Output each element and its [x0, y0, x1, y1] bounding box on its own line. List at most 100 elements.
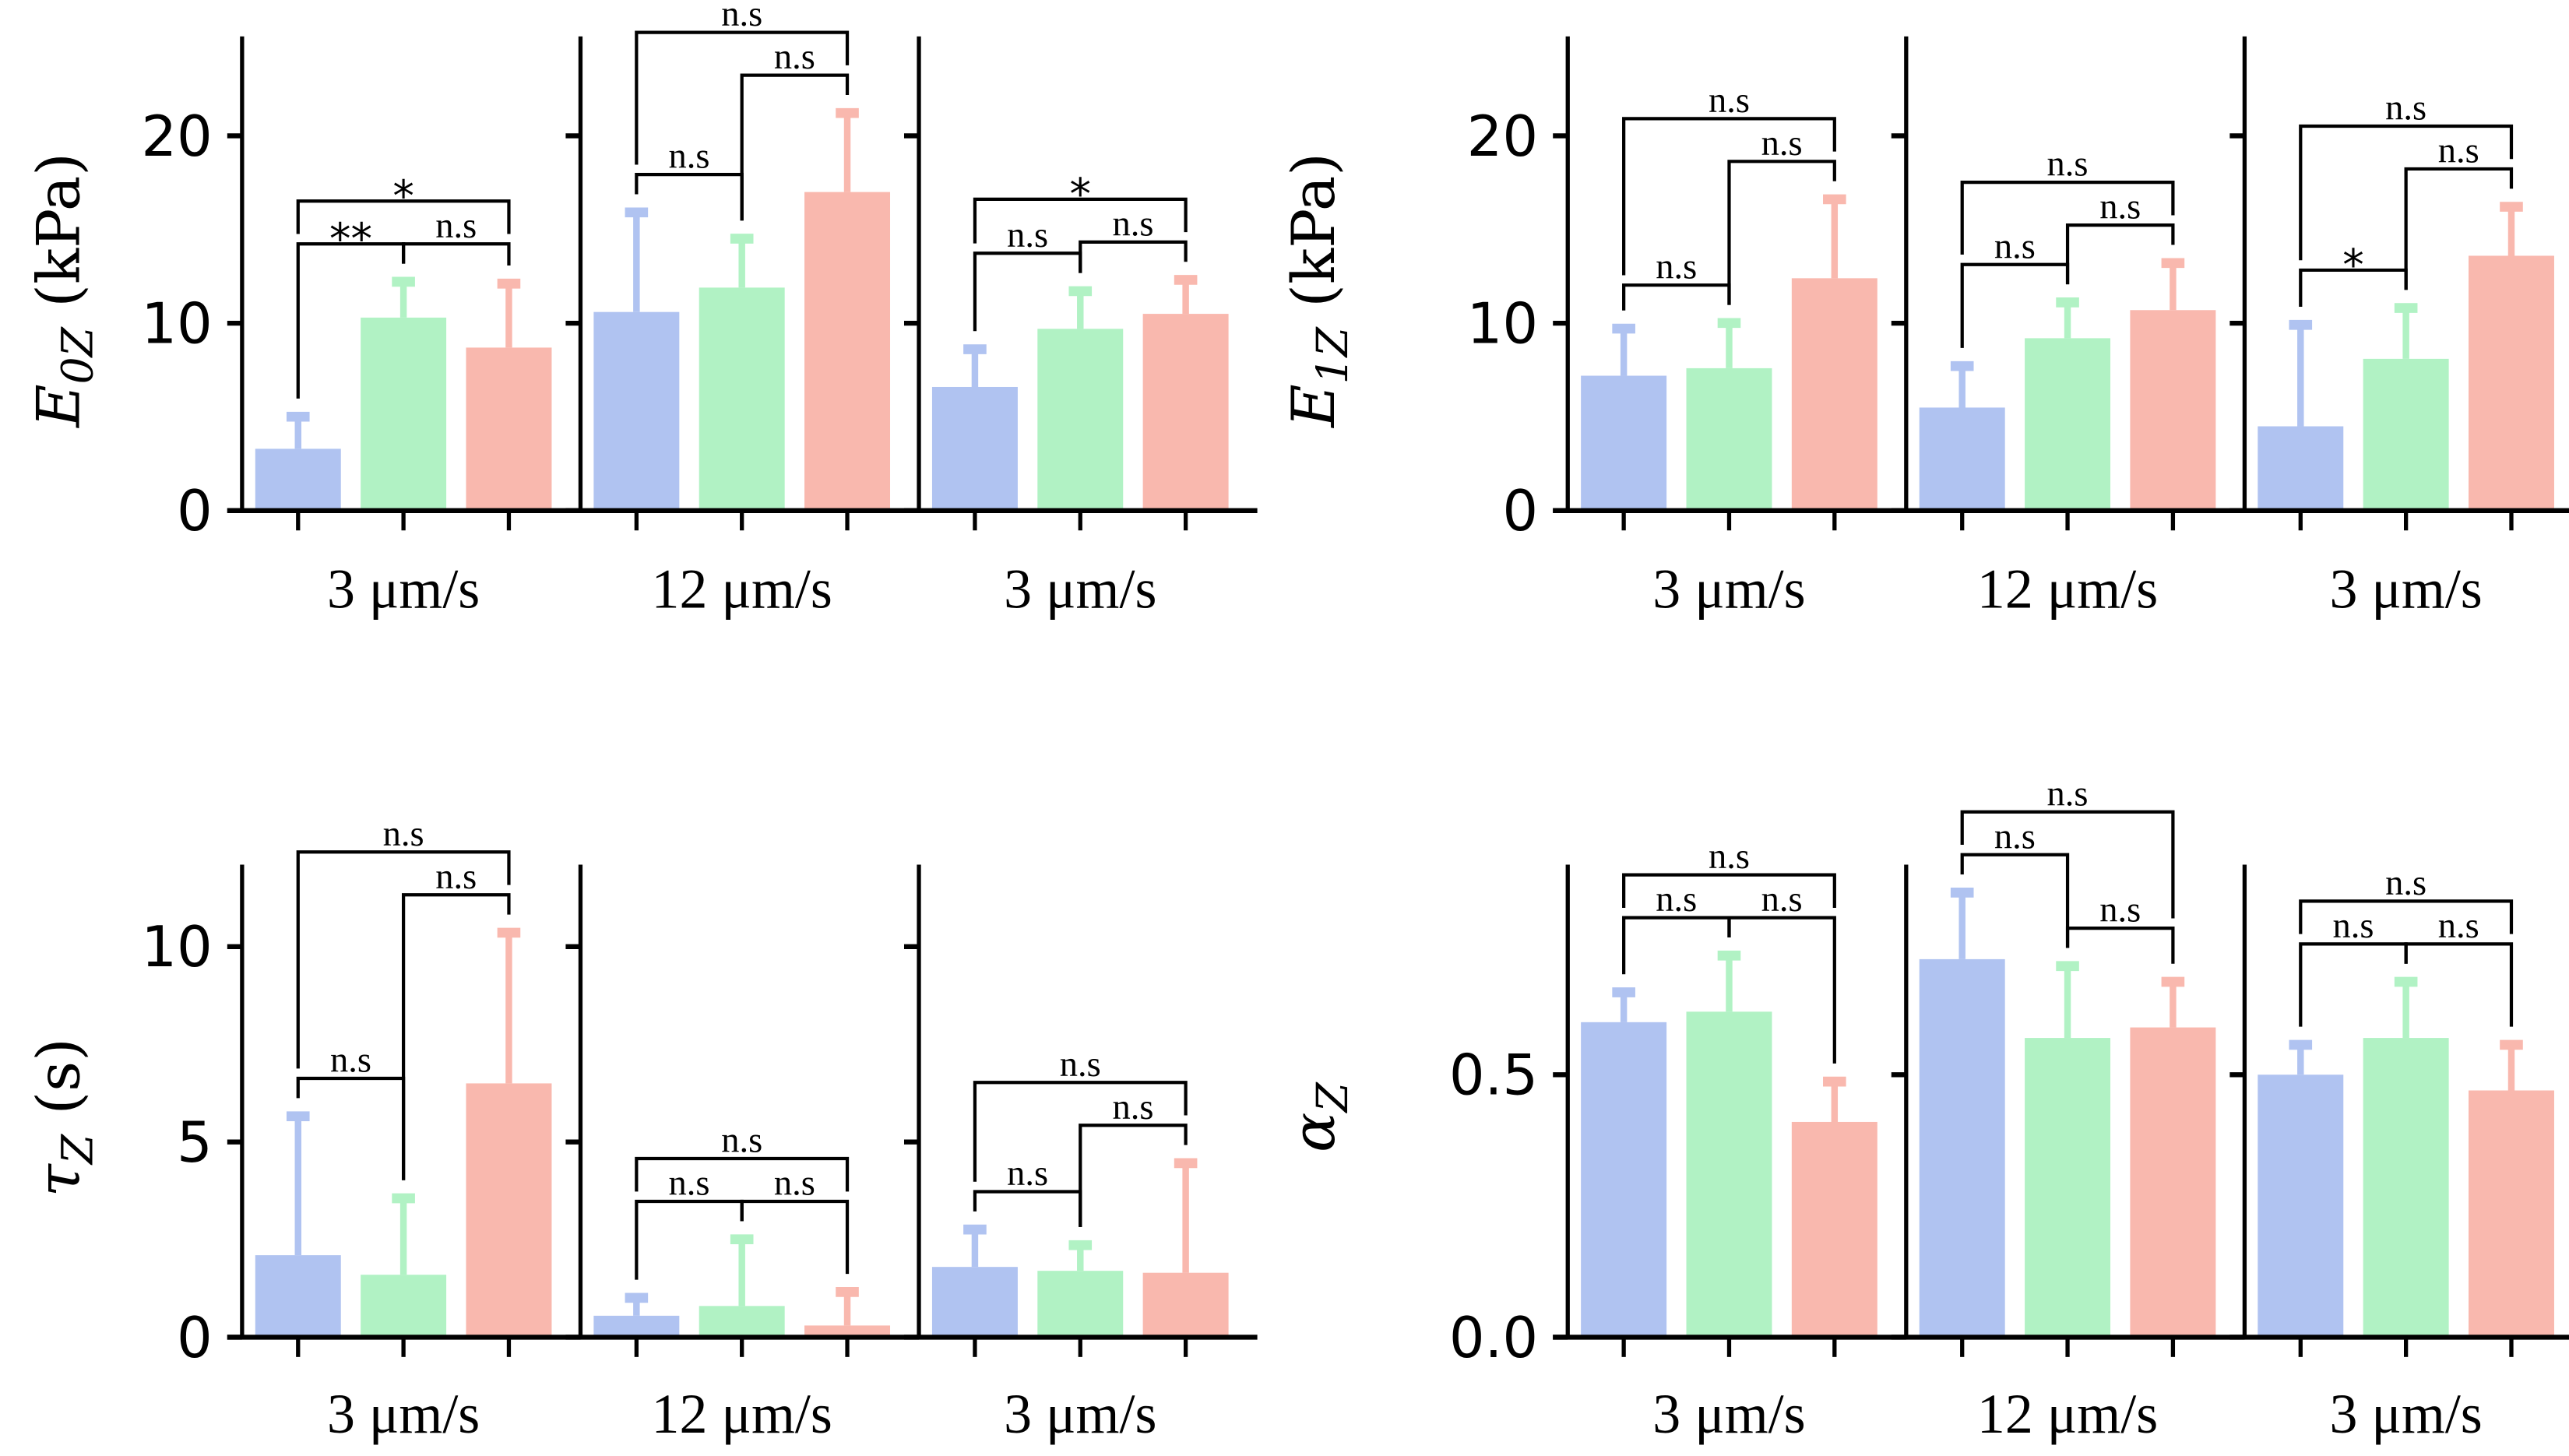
significance-label: n.s: [1007, 1154, 1048, 1194]
significance-bracket: [296, 850, 511, 1069]
significance-label: *: [1070, 170, 1091, 220]
bar: [1791, 278, 1877, 511]
bar: [1686, 368, 1772, 511]
significance-bracket: [1960, 810, 2175, 919]
group-label: 12 μm/s: [1977, 558, 2158, 621]
y-tick-label: 0: [177, 1305, 213, 1370]
significance-label: n.s: [1112, 1088, 1153, 1127]
group-label: 3 μm/s: [1004, 558, 1156, 621]
panel-3: n.s n.s n.s 3 μm/s n.s n.s n.s 12 μm/s n.s n.s n.s…: [1279, 774, 2569, 1445]
significance-bracket: [1727, 160, 1836, 305]
y-label-symbol: τ: [24, 1162, 93, 1197]
y-tick-label: 20: [1467, 104, 1538, 169]
significance-bracket: [296, 1076, 406, 1180]
group-label: 3 μm/s: [2329, 1383, 2482, 1445]
significance-label: n.s: [2385, 863, 2426, 903]
bar: [2258, 426, 2344, 511]
significance-label: n.s: [1709, 81, 1750, 121]
significance-bracket: [973, 1081, 1188, 1182]
y-tick-label: 10: [1467, 291, 1538, 357]
bar: [2130, 1027, 2216, 1338]
bar: [466, 1083, 552, 1338]
significance-bracket: [1622, 873, 1836, 908]
bar: [1142, 314, 1229, 511]
significance-bracket: [635, 1156, 850, 1192]
y-label-symbol: α: [1279, 1113, 1348, 1152]
y-tick-label: 0: [1502, 478, 1538, 543]
group-label: 3 μm/s: [327, 1383, 480, 1445]
significance-label: *: [2342, 241, 2363, 290]
bar: [361, 317, 447, 511]
significance-label: n.s: [721, 0, 762, 34]
group-label: 3 μm/s: [1652, 558, 1805, 621]
bar: [2130, 310, 2216, 511]
y-axis-label: E1Z (kPa): [1279, 153, 1357, 429]
bar: [2363, 1038, 2449, 1338]
significance-label: **: [329, 214, 372, 264]
panel-2: n.s n.s n.s 3 μm/s n.s n.s n.s 12 μm/s n.s n.s n.s…: [24, 814, 1258, 1445]
bar: [361, 1275, 447, 1338]
bar: [2025, 1038, 2111, 1338]
significance-bracket: [740, 73, 850, 221]
bar: [2469, 255, 2554, 511]
significance-label: n.s: [2099, 188, 2141, 227]
significance-bracket: [1960, 262, 2070, 348]
bar: [2469, 1090, 2554, 1338]
y-label-subscript: Z: [52, 1134, 102, 1166]
significance-bracket: [2299, 899, 2514, 934]
significance-label: n.s: [435, 206, 477, 246]
significance-bracket: [1622, 283, 1731, 311]
y-tick-label: 0: [177, 478, 213, 543]
significance-label: n.s: [2099, 891, 2141, 930]
significance-label: n.s: [2047, 774, 2089, 814]
y-label-subscript: 1Z: [1307, 326, 1357, 384]
bar: [255, 1255, 341, 1338]
significance-label: n.s: [1761, 124, 1803, 164]
bar: [1142, 1272, 1229, 1338]
group-label: 12 μm/s: [652, 558, 832, 621]
significance-bracket: [1622, 117, 1836, 276]
significance-bracket: [296, 199, 511, 234]
significance-label: n.s: [774, 1164, 815, 1204]
bar: [699, 1306, 785, 1338]
y-label-symbol: E: [24, 384, 93, 429]
significance-label: n.s: [1656, 880, 1697, 920]
significance-bracket: [2404, 167, 2514, 290]
bar: [1037, 329, 1124, 511]
significance-bracket: [1727, 916, 1836, 1064]
bar: [466, 347, 552, 511]
significance-bracket: [1622, 916, 1731, 975]
group-label: 3 μm/s: [1652, 1383, 1805, 1445]
significance-bracket: [1960, 853, 2070, 948]
bar: [931, 1267, 1018, 1338]
bar: [255, 448, 341, 511]
bar: [1581, 1022, 1667, 1338]
bar: [1581, 375, 1667, 511]
bar: [2258, 1074, 2344, 1338]
significance-label: n.s: [330, 1041, 371, 1081]
bar: [1686, 1011, 1772, 1338]
significance-label: n.s: [435, 857, 477, 897]
bar: [931, 386, 1018, 511]
significance-bracket: [1079, 1124, 1188, 1227]
significance-bracket: [401, 242, 511, 266]
y-tick-label: 10: [141, 914, 212, 979]
y-axis-label: τZ (s): [24, 1038, 103, 1197]
bar: [1791, 1121, 1877, 1338]
significance-bracket: [973, 251, 1082, 332]
significance-bracket: [635, 30, 850, 165]
bar: [593, 1315, 680, 1338]
bar: [2025, 338, 2111, 511]
bar: [593, 311, 680, 511]
significance-label: n.s: [2438, 906, 2479, 946]
group-label: 12 μm/s: [652, 1383, 832, 1445]
significance-bracket: [635, 1199, 744, 1280]
group-label: 3 μm/s: [1004, 1383, 1156, 1445]
y-axis-label: αZ: [1279, 1082, 1357, 1152]
y-label-unit: (kPa): [1279, 153, 1348, 308]
group-label: 3 μm/s: [327, 558, 480, 621]
significance-label: n.s: [1994, 227, 2036, 266]
significance-label: n.s: [1112, 204, 1153, 244]
significance-bracket: [2299, 124, 2514, 261]
